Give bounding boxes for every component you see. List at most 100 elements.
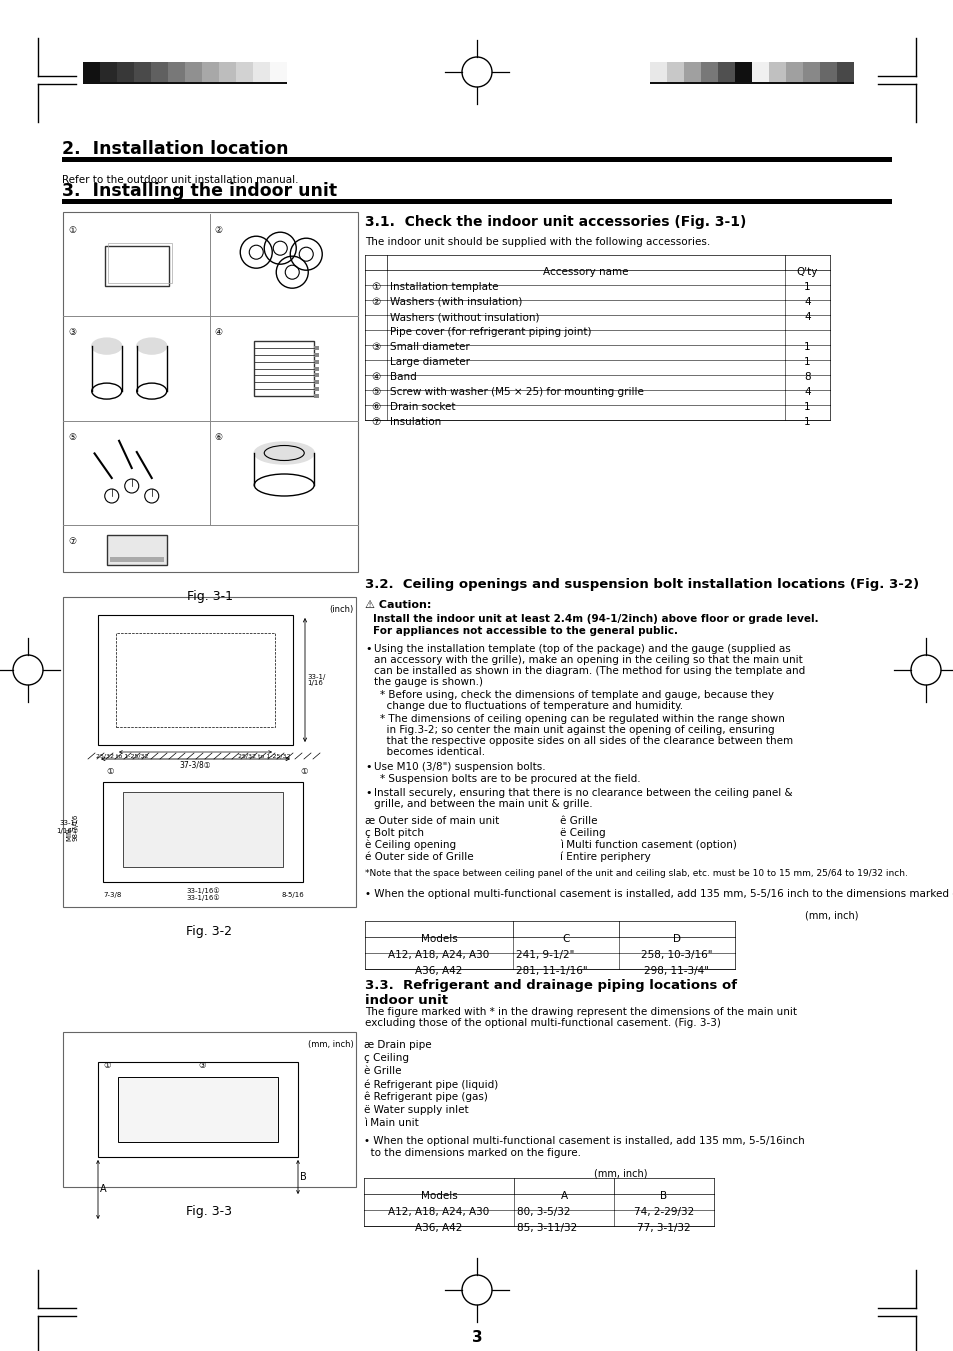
Text: Pipe cover (for refrigerant piping joint): Pipe cover (for refrigerant piping joint…	[390, 327, 591, 336]
Text: ①: ①	[68, 226, 76, 235]
Bar	[270, 62, 287, 82]
Text: The indoor unit should be supplied with the following accessories.: The indoor unit should be supplied with …	[365, 236, 709, 247]
Bar	[314, 366, 319, 370]
Bar	[108, 243, 172, 284]
Bar	[820, 62, 836, 82]
Text: 4: 4	[803, 312, 810, 322]
Text: * Suspension bolts are to be procured at the field.: * Suspension bolts are to be procured at…	[379, 774, 640, 784]
Text: Band: Band	[390, 372, 416, 382]
Text: ì Main unit: ì Main unit	[364, 1119, 418, 1128]
Text: ç Ceiling: ç Ceiling	[364, 1052, 409, 1063]
Text: 33-1/16①: 33-1/16①	[186, 894, 219, 901]
Text: 4: 4	[803, 297, 810, 307]
Bar	[168, 62, 185, 82]
Text: • When the optional multi-functional casement is installed, add 135 mm, 5-5/16 i: • When the optional multi-functional cas…	[365, 889, 953, 898]
Text: è Grille: è Grille	[364, 1066, 401, 1075]
Text: 2.  Installation location: 2. Installation location	[62, 141, 288, 158]
Text: A: A	[100, 1183, 107, 1194]
Text: Fig. 3-1: Fig. 3-1	[188, 590, 233, 603]
Bar	[123, 792, 283, 867]
Text: 241, 9-1/2": 241, 9-1/2"	[516, 950, 574, 961]
Text: excluding those of the optional multi-functional casement. (Fig. 3-3): excluding those of the optional multi-fu…	[365, 1019, 720, 1028]
Text: 281, 11-1/16": 281, 11-1/16"	[516, 966, 587, 975]
Text: Large diameter: Large diameter	[390, 357, 470, 367]
Text: ③: ③	[198, 1061, 205, 1070]
Text: becomes identical.: becomes identical.	[379, 747, 485, 757]
Bar	[117, 62, 133, 82]
Ellipse shape	[91, 338, 122, 354]
Text: 80, 3-5/32: 80, 3-5/32	[517, 1206, 570, 1217]
Text: 258, 10-3/16": 258, 10-3/16"	[640, 950, 712, 961]
Text: ç Bolt pitch: ç Bolt pitch	[365, 828, 423, 838]
Text: Install securely, ensuring that there is no clearance between the ceiling panel : Install securely, ensuring that there is…	[374, 788, 792, 798]
Bar	[63, 597, 355, 907]
Text: B: B	[659, 1192, 667, 1201]
Text: 3.3.  Refrigerant and drainage piping locations of
indoor unit: 3.3. Refrigerant and drainage piping loc…	[365, 979, 737, 1006]
Text: For appliances not accessible to the general public.: For appliances not accessible to the gen…	[373, 626, 678, 636]
Text: 37-3/8①: 37-3/8①	[179, 761, 212, 770]
Bar	[314, 359, 319, 363]
Text: Fig. 3-3: Fig. 3-3	[186, 1205, 233, 1219]
Bar	[314, 394, 319, 399]
Text: ⚠ Caution:: ⚠ Caution:	[365, 600, 431, 611]
Text: 8-5/16: 8-5/16	[281, 892, 304, 898]
Text: ③: ③	[371, 342, 380, 353]
Bar	[700, 62, 718, 82]
Text: Accessory name: Accessory name	[542, 267, 628, 277]
Bar	[314, 381, 319, 384]
Bar	[133, 62, 151, 82]
Text: ①: ①	[299, 767, 307, 775]
Text: 33-1/
1/16①: 33-1/ 1/16①	[56, 820, 78, 834]
Bar	[107, 535, 167, 565]
Text: ì Multi function casement (option): ì Multi function casement (option)	[559, 840, 736, 851]
Text: 33-1/
1/16: 33-1/ 1/16	[307, 674, 325, 686]
Text: 1: 1	[803, 342, 810, 353]
Text: æ Drain pipe: æ Drain pipe	[364, 1040, 431, 1050]
Text: to the dimensions marked on the figure.: to the dimensions marked on the figure.	[364, 1148, 580, 1158]
Text: 3.1.  Check the indoor unit accessories (Fig. 3-1): 3.1. Check the indoor unit accessories (…	[365, 215, 745, 230]
Text: ⑦: ⑦	[371, 417, 380, 427]
Bar	[649, 82, 853, 84]
Text: A12, A18, A24, A30: A12, A18, A24, A30	[388, 950, 489, 961]
Text: ①: ①	[103, 1061, 111, 1070]
Text: ④: ④	[214, 328, 222, 338]
Text: 7-3/8: 7-3/8	[104, 892, 122, 898]
Bar	[253, 62, 270, 82]
Bar	[314, 388, 319, 392]
Text: Using the installation template (top of the package) and the gauge (supplied as: Using the installation template (top of …	[374, 644, 790, 654]
Bar	[151, 62, 168, 82]
Bar	[83, 62, 100, 82]
Bar	[314, 346, 319, 350]
Text: Q'ty: Q'ty	[796, 267, 818, 277]
Text: ê Refrigerant pipe (gas): ê Refrigerant pipe (gas)	[364, 1092, 487, 1102]
Text: Washers (with insulation): Washers (with insulation)	[390, 297, 522, 307]
Text: *Note that the space between ceiling panel of the unit and ceiling slab, etc. mu: *Note that the space between ceiling pan…	[365, 869, 907, 878]
Bar	[202, 62, 219, 82]
Text: 1: 1	[803, 403, 810, 412]
Bar	[365, 255, 829, 270]
Text: Drain socket: Drain socket	[390, 403, 455, 412]
Bar	[83, 82, 287, 84]
Bar	[718, 62, 734, 82]
Text: ⑤: ⑤	[68, 432, 76, 442]
Bar	[100, 62, 117, 82]
Text: ④: ④	[371, 372, 380, 382]
Bar	[254, 340, 314, 396]
Text: ⑤: ⑤	[371, 386, 380, 397]
Bar	[105, 246, 169, 286]
Text: 1: 1	[803, 282, 810, 292]
Bar	[364, 1178, 713, 1194]
Bar	[734, 62, 751, 82]
Text: 77, 3-1/32: 77, 3-1/32	[637, 1223, 690, 1233]
Text: 4: 4	[803, 386, 810, 397]
Bar	[235, 62, 253, 82]
Text: Use M10 (3/8") suspension bolts.: Use M10 (3/8") suspension bolts.	[374, 762, 545, 771]
Bar	[118, 1077, 277, 1142]
Text: •: •	[365, 788, 371, 798]
Bar	[98, 615, 293, 744]
Text: 3.2.  Ceiling openings and suspension bolt installation locations (Fig. 3-2): 3.2. Ceiling openings and suspension bol…	[365, 578, 918, 590]
Bar	[785, 62, 802, 82]
Bar	[116, 634, 274, 727]
Bar	[666, 62, 683, 82]
Text: Installation template: Installation template	[390, 282, 498, 292]
